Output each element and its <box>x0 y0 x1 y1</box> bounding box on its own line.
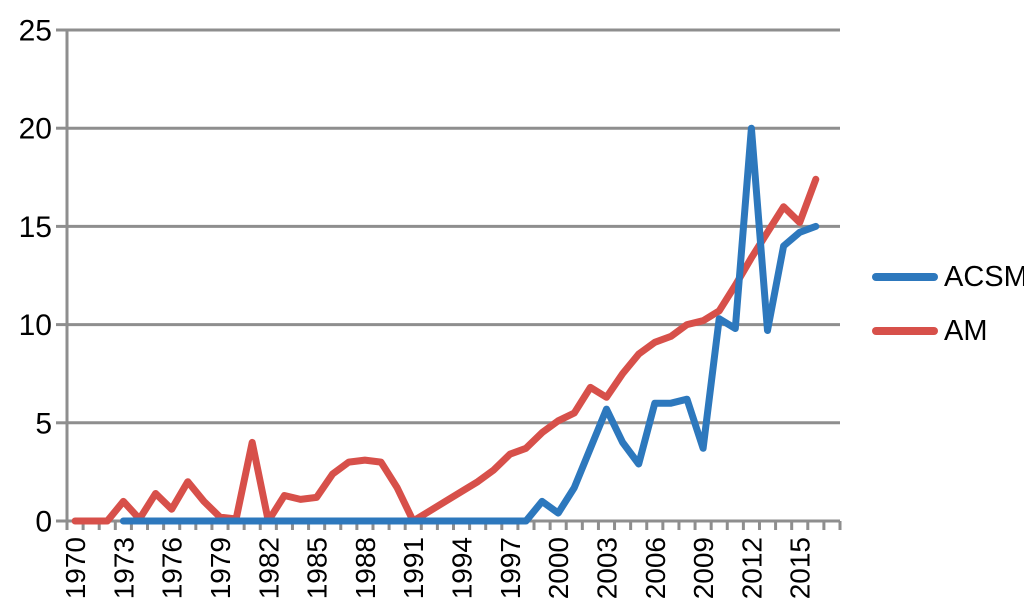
chart-legend: ACSM AM <box>872 261 1024 369</box>
legend-item-am: AM <box>872 315 1024 347</box>
legend-item-acsm: ACSM <box>872 261 1024 293</box>
x-axis-tick-label: 1982 <box>253 537 284 599</box>
x-axis-tick-label: 1970 <box>60 537 91 599</box>
x-axis-tick-label: 2003 <box>591 537 622 599</box>
x-axis-tick-label: 2015 <box>785 537 816 599</box>
legend-swatch-am <box>872 327 938 335</box>
y-axis-tick-label: 15 <box>19 211 52 244</box>
y-axis-tick-label: 25 <box>19 15 52 48</box>
y-axis-tick-label: 0 <box>35 506 52 539</box>
legend-label-acsm: ACSM <box>944 260 1024 293</box>
x-axis-tick-label: 1979 <box>205 537 236 599</box>
y-axis-tick-label: 20 <box>19 113 52 146</box>
legend-label-am: AM <box>944 314 988 347</box>
x-axis-tick-label: 1985 <box>302 537 333 599</box>
x-axis-tick-label: 2000 <box>543 537 574 599</box>
x-axis-tick-label: 1976 <box>157 537 188 599</box>
x-axis-tick-label: 2012 <box>736 537 767 599</box>
x-axis-tick-label: 1997 <box>495 537 526 599</box>
y-axis-tick-label: 5 <box>35 407 52 440</box>
series-line-am <box>71 175 820 525</box>
legend-swatch-acsm <box>872 273 938 281</box>
x-axis-tick-label: 1988 <box>350 537 381 599</box>
series-line-acsm <box>119 124 820 525</box>
x-axis-tick-label: 1973 <box>108 537 139 599</box>
x-axis-tick-label: 2006 <box>640 537 671 599</box>
x-axis-tick-label: 1994 <box>447 537 478 599</box>
y-axis-tick-label: 10 <box>19 309 52 342</box>
x-axis-tick-label: 1991 <box>398 537 429 599</box>
x-axis-tick-label: 2009 <box>688 537 719 599</box>
